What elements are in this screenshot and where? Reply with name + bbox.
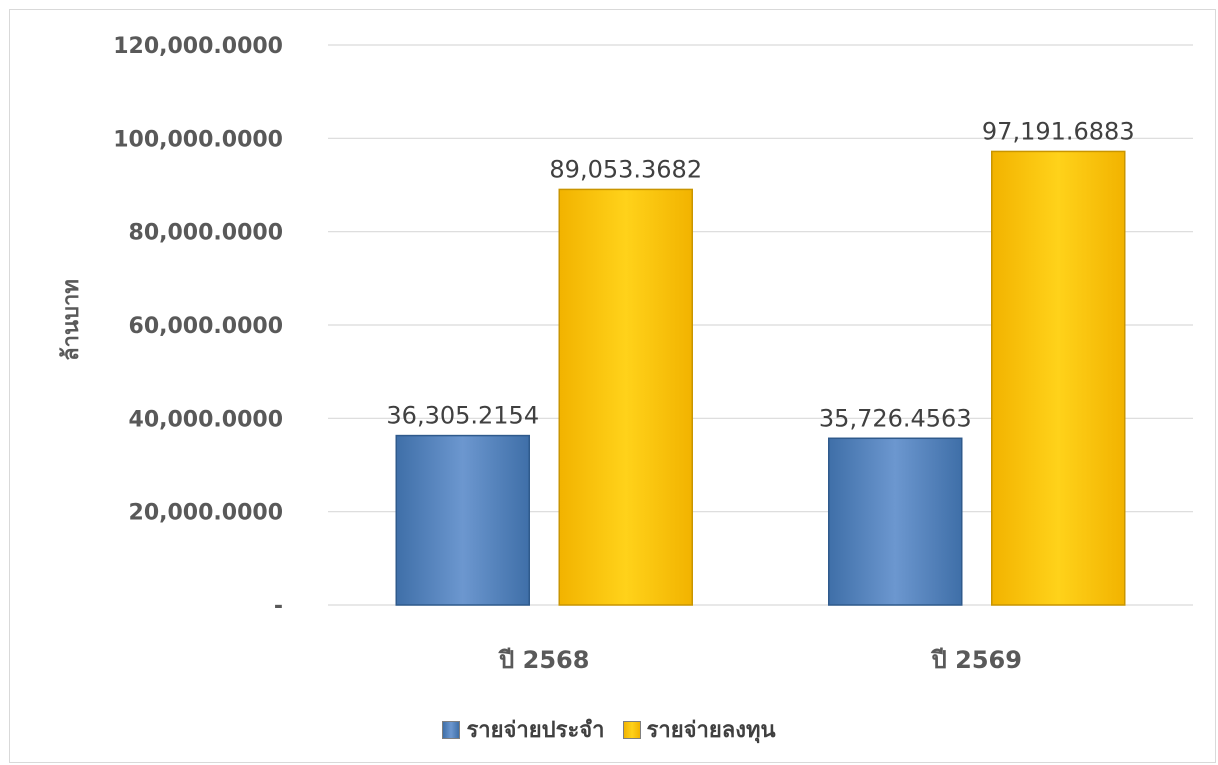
legend-item-recurring: รายจ่ายประจำ xyxy=(442,712,605,747)
legend-swatch-gold xyxy=(622,720,641,739)
data-labels: 36,305.2154 89,053.3682 35,726.4563 97,191.… xyxy=(386,117,1134,432)
y-axis-ticks: - 20,000.0000 40,000.0000 60,000.0000 80,000… xyxy=(113,34,283,619)
legend-item-investment: รายจ่ายลงทุน xyxy=(622,712,776,747)
legend: รายจ่ายประจำ รายจ่ายลงทุน xyxy=(0,712,1218,747)
y-tick-label: 60,000.0000 xyxy=(129,314,283,339)
y-tick-label: - xyxy=(274,594,283,619)
legend-label-recurring: รายจ่ายประจำ xyxy=(466,718,605,743)
data-label: 97,191.6883 xyxy=(982,117,1135,145)
x-category-label: ปี 2568 xyxy=(498,646,590,674)
legend-swatch-blue xyxy=(442,720,461,739)
bar xyxy=(395,434,530,606)
data-label: 89,053.3682 xyxy=(549,155,702,183)
x-axis-categories: ปี 2568 ปี 2569 xyxy=(498,646,1022,674)
y-tick-label: 40,000.0000 xyxy=(129,407,283,432)
y-axis-title: ล้านบาท xyxy=(59,279,84,361)
bar xyxy=(991,150,1126,606)
y-tick-label: 80,000.0000 xyxy=(129,221,283,246)
data-label: 35,726.4563 xyxy=(819,404,972,432)
bar xyxy=(828,437,963,606)
bars xyxy=(395,150,1126,606)
bar xyxy=(558,188,693,606)
y-tick-label: 100,000.0000 xyxy=(113,127,283,152)
data-label: 36,305.2154 xyxy=(386,402,539,430)
y-tick-label: 120,000.0000 xyxy=(113,34,283,59)
legend-label-investment: รายจ่ายลงทุน xyxy=(646,718,776,743)
y-tick-label: 20,000.0000 xyxy=(129,501,283,526)
x-category-label: ปี 2569 xyxy=(930,646,1022,674)
